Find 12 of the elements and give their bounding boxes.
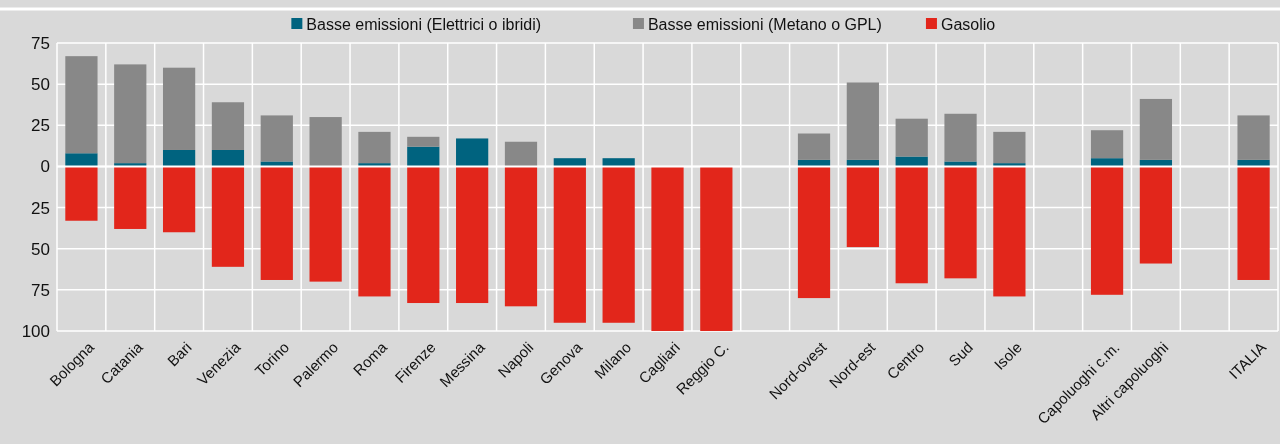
y-tick-label: 50 — [31, 75, 50, 95]
y-tick-label: 75 — [31, 33, 50, 53]
y-tick-label: 50 — [31, 239, 50, 259]
legend-label: Gasolio — [940, 15, 996, 33]
y-tick-label: 100 — [21, 321, 50, 341]
y-tick-label: 25 — [31, 198, 50, 218]
x-tick-label: Sud — [945, 338, 977, 370]
legend-label: Basse emissioni (Metano o GPL) — [647, 15, 882, 33]
y-tick-label: 0 — [40, 157, 50, 177]
y-tick-label: 75 — [31, 280, 50, 300]
legend-label: Basse emissioni (Elettrici o ibridi) — [306, 15, 542, 33]
y-tick-label: 25 — [31, 116, 50, 136]
